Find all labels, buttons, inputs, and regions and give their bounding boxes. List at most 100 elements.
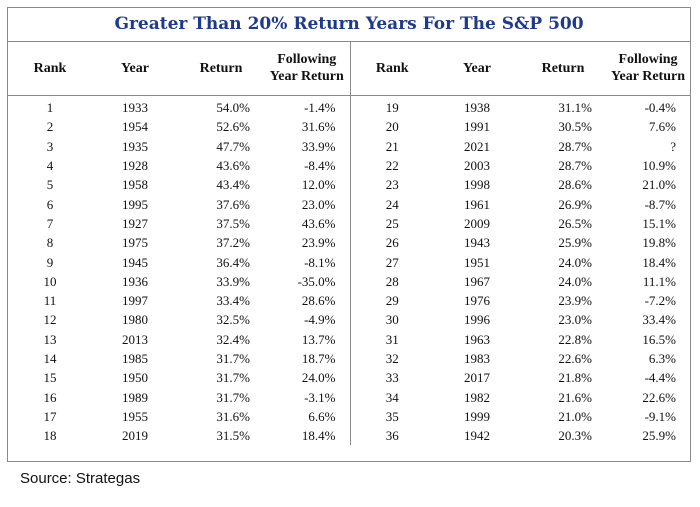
rank-cell: 9 (46, 254, 54, 270)
rank-cell: 21 (385, 138, 399, 154)
following-return-cell: -3.1% (264, 387, 351, 407)
following-return-cell: 24.0% (264, 368, 351, 388)
rank-cell: 7 (46, 215, 54, 231)
following-return-cell: 12.0% (264, 175, 351, 195)
header-following-line2: Year Return (269, 69, 344, 84)
year-cell: 1983 (464, 351, 490, 366)
table-row: 17 1955 31.6% 6.6% 35 1999 21.0% -9.1% (8, 406, 690, 427)
year-cell: 2021 (464, 138, 490, 154)
header-year: Year (434, 41, 520, 96)
return-cell: 52.6% (216, 119, 250, 135)
table-frame: Greater Than 20% Return Years For The S&… (7, 7, 691, 462)
rank-cell: 6 (46, 196, 54, 212)
year-cell: 1975 (122, 235, 148, 251)
rank-cell: 19 (385, 100, 399, 116)
rank-cell: 15 (43, 370, 57, 386)
rank-cell: 29 (385, 293, 399, 309)
following-return-cell: 19.8% (642, 235, 676, 251)
header-following-line1: Following (277, 52, 337, 67)
year-cell: 1951 (464, 254, 490, 270)
following-return-cell: 18.4% (264, 426, 351, 446)
year-cell: 1989 (122, 389, 148, 405)
return-cell: 54.0% (216, 100, 250, 116)
following-return-cell: 18.7% (264, 348, 351, 369)
following-return-cell: 6.6% (264, 406, 351, 427)
rank-cell: 27 (385, 254, 399, 270)
header-return: Return (178, 41, 264, 96)
table-row: 5 1958 43.4% 12.0% 23 1998 28.6% 21.0% (8, 175, 690, 195)
rank-cell: 5 (46, 177, 54, 193)
year-cell: 2003 (464, 158, 490, 174)
return-cell: 37.5% (216, 215, 250, 231)
return-cell: 25.9% (558, 235, 592, 251)
return-cell: 23.0% (558, 312, 592, 328)
table-title: Greater Than 20% Return Years For The S&… (8, 8, 690, 42)
return-cell: 28.7% (558, 138, 592, 154)
return-cell: 26.9% (558, 196, 592, 212)
return-cell: 20.3% (558, 428, 592, 444)
following-return-cell: -4.4% (644, 370, 676, 386)
return-cell: 22.8% (558, 331, 592, 347)
following-return-cell: 25.9% (642, 428, 676, 444)
rank-cell: 3 (46, 138, 54, 154)
rank-cell: 13 (43, 331, 57, 347)
rank-cell: 1 (46, 100, 54, 116)
return-cell: 33.4% (216, 293, 250, 309)
return-cell: 37.6% (216, 196, 250, 212)
rank-cell: 22 (385, 158, 399, 174)
table-row: 2 1954 52.6% 31.6% 20 1991 30.5% 7.6% (8, 117, 690, 137)
rank-cell: 20 (385, 119, 399, 135)
year-cell: 1943 (464, 235, 490, 251)
following-return-cell: 28.6% (264, 290, 351, 311)
year-cell: 2013 (122, 331, 148, 347)
return-cell: 31.7% (216, 370, 250, 386)
table-row: 9 1945 36.4% -8.1% 27 1951 24.0% 18.4% (8, 252, 690, 272)
table-body: 1 1933 54.0% -1.4% 19 1938 31.1% -0.4% 2 1954 52.6… (8, 95, 690, 446)
table-row: 3 1935 47.7% 33.9% 21 2021 28.7%? (8, 136, 690, 156)
return-cell: 23.9% (558, 293, 592, 309)
return-cell: 21.8% (558, 370, 592, 386)
rank-cell: 17 (43, 408, 57, 424)
following-return-cell: 13.7% (264, 329, 351, 349)
return-cell: 31.1% (558, 100, 592, 116)
return-cell: 21.6% (558, 389, 592, 405)
rank-cell: 25 (385, 215, 399, 231)
return-cell: 22.6% (558, 351, 592, 366)
table-row: 10 1936 33.9% -35.0% 28 1967 24.0% 11.1% (8, 271, 690, 291)
year-cell: 2009 (464, 215, 490, 231)
header-rank: Rank (8, 41, 92, 96)
rank-cell: 14 (43, 351, 57, 366)
return-cell: 21.0% (558, 408, 592, 424)
following-return-cell: -1.4% (264, 95, 351, 118)
rank-cell: 23 (385, 177, 399, 193)
header-following-line1: Following (618, 52, 678, 67)
following-return-cell: 23.9% (264, 233, 351, 253)
following-return-cell: 43.6% (264, 213, 351, 234)
return-cell: 24.0% (558, 254, 592, 270)
year-cell: 1997 (122, 293, 148, 309)
header-return: Return (520, 41, 606, 96)
year-cell: 1996 (464, 312, 490, 328)
year-cell: 1933 (122, 100, 148, 116)
year-cell: 1938 (464, 100, 490, 116)
year-cell: 1958 (122, 177, 148, 193)
year-cell: 1961 (464, 196, 490, 212)
year-cell: 1991 (464, 119, 490, 135)
return-cell: 31.5% (216, 428, 250, 444)
year-cell: 1995 (122, 196, 148, 212)
table-row: 13 2013 32.4% 13.7% 31 1963 22.8% 16.5% (8, 329, 690, 349)
return-cell: 28.7% (558, 158, 592, 174)
table-row: 6 1995 37.6% 23.0% 24 1961 26.9% -8.7% (8, 194, 690, 214)
following-return-cell: 7.6% (648, 119, 676, 135)
rank-cell: 10 (43, 273, 57, 289)
return-cell: 32.4% (216, 331, 250, 347)
header-row: Rank Year Return Following Year Return R… (8, 41, 690, 96)
following-return-cell: 10.9% (642, 158, 676, 174)
year-cell: 1982 (464, 389, 490, 405)
return-cell: 31.6% (216, 408, 250, 424)
table-row: 8 1975 37.2% 23.9% 26 1943 25.9% 19.8% (8, 233, 690, 253)
return-cell: 31.7% (216, 389, 250, 405)
rank-cell: 16 (43, 389, 57, 405)
year-cell: 1935 (122, 138, 148, 154)
rank-cell: 12 (43, 312, 57, 328)
